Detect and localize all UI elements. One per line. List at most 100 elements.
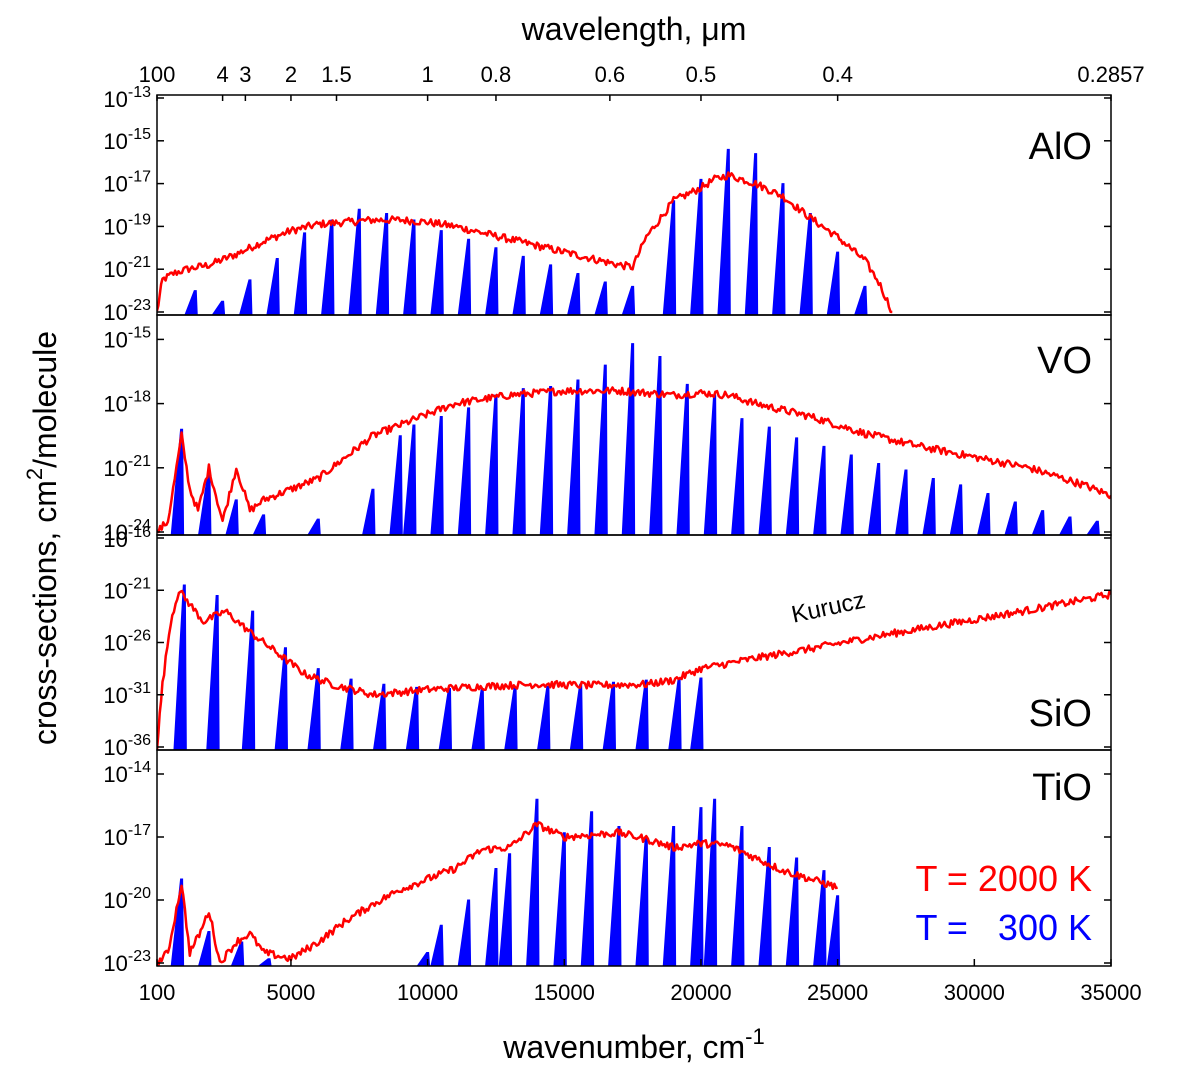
band-300k-mark bbox=[703, 394, 718, 535]
y-axis-title: cross-sections, cm2/molecule bbox=[22, 331, 63, 745]
band-300k-mark bbox=[274, 647, 288, 750]
band-300k-mark bbox=[569, 683, 584, 750]
top-tick-label: 2 bbox=[285, 62, 297, 87]
band-300k-mark bbox=[539, 385, 554, 535]
band-300k-mark bbox=[206, 594, 220, 750]
band-300k-mark bbox=[184, 290, 198, 315]
band-300k-mark bbox=[717, 148, 731, 315]
band-300k-mark bbox=[840, 454, 854, 535]
band-300k-mark bbox=[539, 264, 554, 315]
band-300k-mark bbox=[430, 230, 444, 315]
band-300k-mark bbox=[1004, 501, 1018, 535]
band-300k-mark bbox=[457, 238, 472, 315]
legend-entry-2000k: T = 2000 K bbox=[916, 858, 1092, 899]
band-300k-mark bbox=[826, 895, 841, 966]
band-300k-mark bbox=[662, 200, 677, 315]
band-300k-mark bbox=[375, 213, 390, 315]
band-300k-mark bbox=[537, 685, 551, 750]
molecule-label-tio: TiO bbox=[1032, 767, 1092, 809]
bottom-tick-label: 15000 bbox=[534, 980, 595, 1005]
panel-tio: 10-14 10-17 10-20 10-23 TiO bbox=[103, 749, 1112, 976]
top-tick-label: 1 bbox=[421, 62, 433, 87]
band-300k-mark bbox=[403, 219, 417, 315]
legend-entry-300k: T = 300 K bbox=[916, 907, 1092, 948]
band-300k-mark bbox=[799, 213, 813, 315]
y-tick-label: 10-26 bbox=[103, 628, 151, 656]
series-line-2000k bbox=[157, 386, 1111, 534]
band-300k-mark bbox=[362, 488, 376, 535]
band-300k-mark bbox=[690, 807, 704, 966]
band-300k-mark bbox=[198, 931, 212, 966]
band-300k-mark bbox=[635, 836, 649, 966]
band-300k-mark bbox=[949, 484, 964, 535]
y-tick-label: 10-15 bbox=[103, 126, 151, 154]
top-tick-label: 0.4 bbox=[822, 62, 853, 87]
y-tick-label: 10-21 bbox=[103, 254, 151, 282]
band-300k-mark bbox=[416, 952, 431, 966]
band-300k-mark bbox=[512, 255, 526, 315]
band-300k-mark bbox=[252, 514, 267, 535]
band-300k-mark bbox=[690, 178, 704, 315]
band-300k-mark bbox=[676, 383, 690, 535]
band-300k-mark bbox=[230, 941, 245, 966]
band-300k-mark bbox=[662, 826, 677, 966]
band-300k-mark bbox=[826, 251, 841, 315]
band-300k-mark bbox=[690, 677, 704, 750]
band-300k-mark bbox=[567, 379, 581, 535]
top-tick-label: 100 bbox=[139, 62, 176, 87]
band-300k-mark bbox=[225, 499, 239, 535]
band-300k-mark bbox=[266, 258, 280, 315]
y-tick-label: 10-36 bbox=[103, 732, 151, 760]
top-tick-label: 1.5 bbox=[321, 62, 352, 87]
band-300k-mark bbox=[307, 668, 321, 750]
band-300k-mark bbox=[389, 435, 403, 535]
band-300k-mark bbox=[703, 798, 718, 966]
band-300k-mark bbox=[567, 272, 581, 315]
bottom-tick-label: 25000 bbox=[807, 980, 868, 1005]
series-line-2000k bbox=[157, 171, 893, 314]
band-300k-mark bbox=[438, 687, 452, 750]
kurucz-annotation: Kurucz bbox=[789, 587, 868, 629]
band-300k-mark bbox=[173, 584, 187, 750]
band-300k-mark bbox=[504, 686, 518, 750]
band-300k-mark bbox=[867, 463, 882, 535]
y-tick-label: 10-19 bbox=[103, 211, 151, 239]
band-300k-mark bbox=[372, 683, 387, 750]
band-300k-mark bbox=[731, 826, 745, 966]
band-300k-mark bbox=[922, 478, 936, 535]
y-tick-label: 10-18 bbox=[103, 389, 151, 417]
band-300k-mark bbox=[621, 285, 636, 315]
y-tick-label: 10-24 bbox=[103, 517, 151, 545]
band-300k-mark bbox=[813, 870, 827, 966]
y-tick-label: 10-14 bbox=[103, 759, 151, 787]
bottom-tick-label: 30000 bbox=[944, 980, 1005, 1005]
bottom-tick-label: 100 bbox=[139, 980, 176, 1005]
panel-vo: 10-15 10-18 10-21 10-24 VO bbox=[103, 314, 1112, 545]
bottom-tick-label: 35000 bbox=[1080, 980, 1141, 1005]
band-300k-mark bbox=[895, 469, 909, 535]
series-line-2000k bbox=[157, 821, 839, 966]
band-300k-mark bbox=[526, 798, 540, 966]
y-tick-label: 10-13 bbox=[103, 84, 151, 112]
band-300k-mark bbox=[321, 219, 335, 315]
band-300k-mark bbox=[854, 285, 868, 315]
band-300k-mark bbox=[340, 678, 354, 750]
band-300k-mark bbox=[457, 899, 472, 966]
molecule-label-sio: SiO bbox=[1029, 693, 1092, 735]
y-tick-label: 10-21 bbox=[103, 575, 151, 603]
band-300k-mark bbox=[430, 924, 444, 966]
y-tick-label: 10-23 bbox=[103, 948, 151, 976]
band-300k-mark bbox=[621, 343, 636, 535]
y-tick-label: 10-21 bbox=[103, 453, 151, 481]
band-300k-mark bbox=[1086, 520, 1100, 535]
panel-sio: 10-16 10-21 10-26 10-31 10-36 SiO Kurucz bbox=[103, 524, 1112, 760]
band-300k-mark bbox=[457, 407, 472, 535]
band-300k-mark bbox=[731, 418, 745, 535]
top-tick-label: 0.2857 bbox=[1077, 62, 1144, 87]
band-300k-mark bbox=[498, 853, 513, 966]
band-300k-mark bbox=[772, 183, 786, 315]
y-tick-label: 10-17 bbox=[103, 169, 151, 197]
molecule-label-vo: VO bbox=[1037, 340, 1092, 382]
band-300k-mark bbox=[430, 415, 444, 535]
